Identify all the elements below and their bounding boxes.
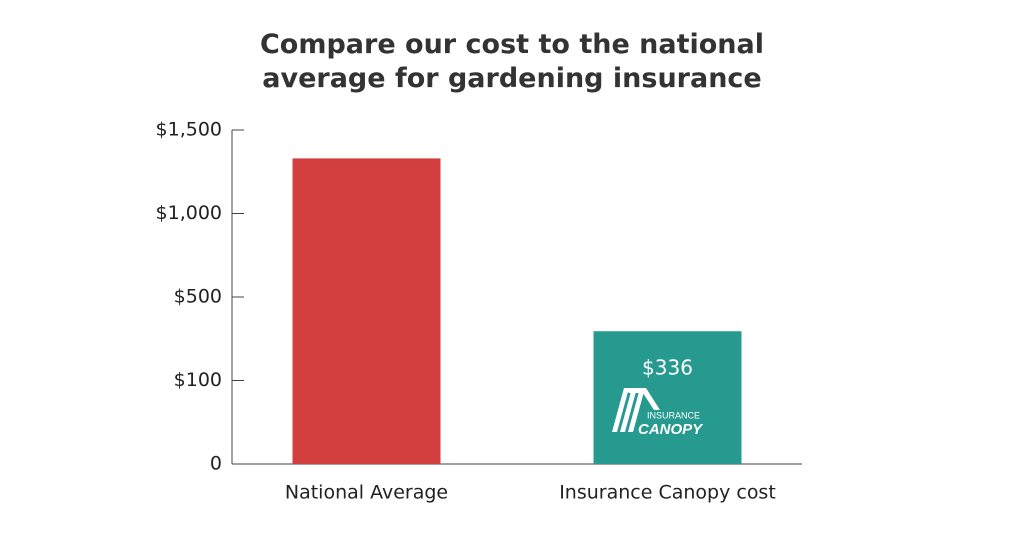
y-tick-label: $500 [174, 286, 222, 308]
x-tick-label: Insurance Canopy cost [559, 482, 776, 504]
logo-text: CANOPY [638, 421, 704, 438]
logo-stroke [628, 388, 645, 432]
value-label: $336 [642, 356, 693, 380]
logo-stroke [620, 388, 637, 432]
y-tick-label: $100 [174, 369, 222, 391]
logo-stroke [612, 388, 629, 432]
y-tick-label: 0 [210, 453, 222, 475]
y-tick-label: $1,000 [156, 202, 222, 224]
bar [292, 158, 441, 464]
chart-title: Compare our cost to the national average… [259, 29, 765, 94]
x-tick-label: National Average [285, 482, 448, 504]
bar [593, 331, 742, 464]
logo-text: INSURANCE [647, 410, 700, 420]
logo-roof [624, 388, 660, 410]
y-tick-label: $1,500 [156, 119, 222, 141]
